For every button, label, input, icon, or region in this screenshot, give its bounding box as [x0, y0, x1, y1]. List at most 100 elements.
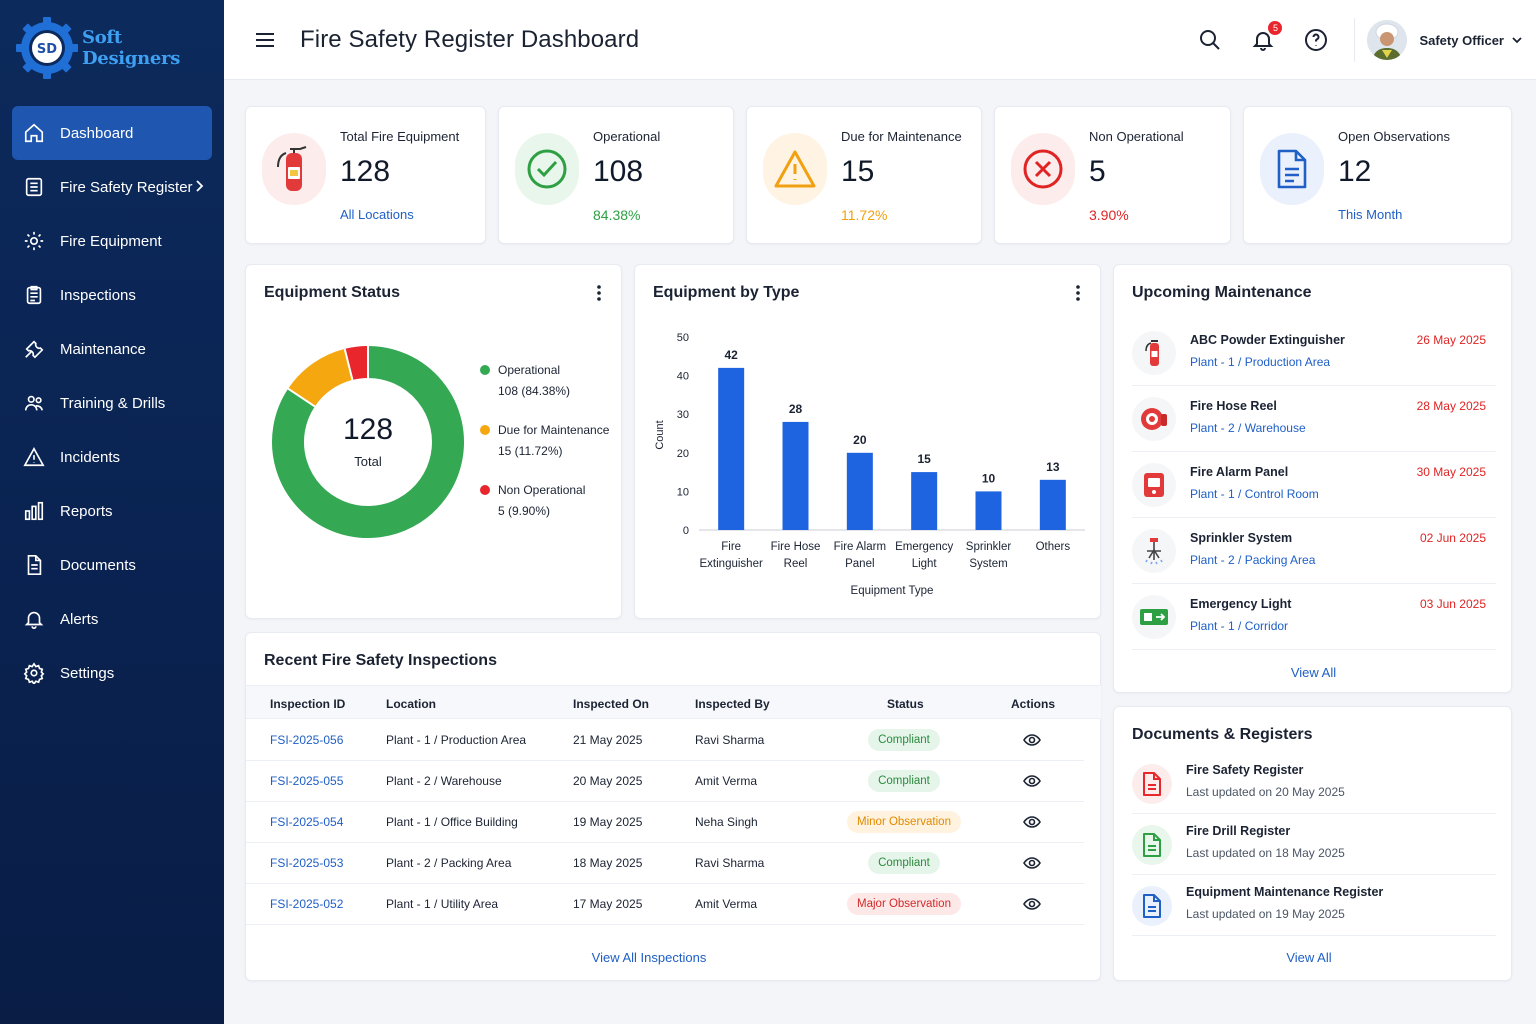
x-tick-label: Emergency: [895, 541, 953, 553]
kpi-card-open-observations[interactable]: Open Observations 12 This Month: [1243, 106, 1512, 244]
donut-separator: [343, 348, 354, 381]
bar-5[interactable]: [1039, 479, 1066, 530]
inspection-id-link[interactable]: FSI-2025-055: [270, 774, 344, 788]
column-header[interactable]: Inspected By: [695, 697, 770, 711]
sidebar-item-alerts[interactable]: Alerts: [12, 592, 212, 646]
inspection-location: Plant - 1 / Utility Area: [386, 897, 499, 911]
sidebar-item-label: Dashboard: [60, 124, 134, 142]
donut-slice-2[interactable]: [344, 346, 369, 381]
document-item[interactable]: Equipment Maintenance Register Last upda…: [1132, 875, 1496, 936]
view-eye-icon[interactable]: [1023, 732, 1041, 748]
y-tick-label: 40: [677, 371, 689, 383]
sidebar-item-label: Incidents: [60, 448, 121, 466]
search-icon[interactable]: [1195, 25, 1225, 55]
view-eye-icon[interactable]: [1023, 773, 1041, 789]
kpi-value: 12: [1338, 155, 1372, 188]
bar-value-label: 13: [1046, 460, 1060, 474]
kpi-subtext[interactable]: All Locations: [340, 207, 414, 222]
brand[interactable]: SD Soft Designers: [0, 0, 224, 96]
x-tick-label: Others: [1036, 541, 1071, 553]
sidebar-item-training-drills[interactable]: Training & Drills: [12, 376, 212, 430]
kpi-card-total-equipment[interactable]: Total Fire Equipment 128 All Locations: [245, 106, 486, 244]
clipboard-icon: [22, 283, 46, 307]
bar-0[interactable]: [718, 367, 745, 530]
warning-icon: [22, 445, 46, 469]
inspection-date: 21 May 2025: [573, 733, 643, 747]
column-header[interactable]: Inspection ID: [270, 697, 346, 711]
donut-slice-0[interactable]: [272, 346, 464, 538]
upcoming-maintenance-card: Upcoming Maintenance ABC Powder Extingui…: [1113, 264, 1512, 693]
y-tick-label: 0: [683, 525, 689, 537]
column-header[interactable]: Inspected On: [573, 697, 650, 711]
view-eye-icon[interactable]: [1023, 855, 1041, 871]
view-all-maintenance-link[interactable]: View All: [1290, 665, 1337, 680]
top-header: Fire Safety Register Dashboard 5 Safety …: [224, 0, 1536, 80]
kpi-label: Operational: [593, 129, 661, 144]
kpi-card-operational[interactable]: Operational 108 84.38%: [498, 106, 734, 244]
table-row: FSI-2025-056 Plant - 1 / Production Area…: [246, 720, 1084, 761]
kpi-card-due-maintenance[interactable]: Due for Maintenance 15 11.72%: [746, 106, 982, 244]
legend-name: Operational: [498, 363, 561, 377]
bar-3[interactable]: [911, 472, 938, 530]
settings-icon: [22, 661, 46, 685]
blue-document-icon: [1132, 886, 1172, 926]
view-all-documents-link[interactable]: View All: [1286, 950, 1332, 965]
sidebar-item-inspections[interactable]: Inspections: [12, 268, 212, 322]
inspection-id-link[interactable]: FSI-2025-053: [270, 856, 344, 870]
avatar[interactable]: [1367, 20, 1408, 60]
bar-1[interactable]: [782, 421, 809, 530]
document-name: Equipment Maintenance Register: [1186, 885, 1384, 899]
sidebar-item-label: Fire Equipment: [60, 232, 162, 250]
bar-4[interactable]: [975, 491, 1002, 530]
sidebar-item-fire-equipment[interactable]: Fire Equipment: [12, 214, 212, 268]
donut-slice-1[interactable]: [288, 348, 354, 408]
chevron-down-icon[interactable]: [1512, 31, 1522, 49]
maintenance-item[interactable]: Emergency Light Plant - 1 / Corridor 03 …: [1132, 584, 1496, 650]
exit-sign-icon: [1132, 595, 1176, 639]
more-options-icon[interactable]: [1074, 283, 1082, 303]
help-icon[interactable]: [1301, 25, 1331, 55]
maintenance-location: Plant - 2 / Packing Area: [1190, 553, 1316, 567]
document-updated: Last updated on 18 May 2025: [1186, 846, 1345, 860]
maintenance-item[interactable]: Fire Alarm Panel Plant - 1 / Control Roo…: [1132, 452, 1496, 518]
x-circle-icon: [1011, 133, 1075, 205]
status-badge: Compliant: [868, 770, 940, 792]
bar-2[interactable]: [846, 452, 873, 530]
kpi-card-non-operational[interactable]: Non Operational 5 3.90%: [994, 106, 1231, 244]
column-header[interactable]: Location: [386, 697, 436, 711]
user-name[interactable]: Safety Officer: [1419, 32, 1504, 48]
sidebar-item-fire-safety-register[interactable]: Fire Safety Register: [12, 160, 212, 214]
maintenance-item[interactable]: Fire Hose Reel Plant - 2 / Warehouse 28 …: [1132, 386, 1496, 452]
maintenance-item[interactable]: Sprinkler System Plant - 2 / Packing Are…: [1132, 518, 1496, 584]
users-icon: [22, 391, 46, 415]
inspection-id-link[interactable]: FSI-2025-056: [270, 733, 344, 747]
bar-value-label: 15: [917, 452, 931, 466]
sidebar-item-settings[interactable]: Settings: [12, 646, 212, 700]
document-item[interactable]: Fire Safety Register Last updated on 20 …: [1132, 753, 1496, 814]
status-badge: Major Observation: [847, 893, 961, 915]
sidebar-item-incidents[interactable]: Incidents: [12, 430, 212, 484]
view-eye-icon[interactable]: [1023, 896, 1041, 912]
header-divider: [1354, 18, 1356, 62]
more-options-icon[interactable]: [595, 283, 603, 303]
kpi-value: 5: [1089, 155, 1106, 188]
document-item[interactable]: Fire Drill Register Last updated on 18 M…: [1132, 814, 1496, 875]
home-icon: [22, 121, 46, 145]
kpi-subtext[interactable]: This Month: [1338, 207, 1403, 222]
sidebar-item-label: Inspections: [60, 286, 136, 304]
inspection-id-link[interactable]: FSI-2025-054: [270, 815, 344, 829]
inspection-id-link[interactable]: FSI-2025-052: [270, 897, 344, 911]
column-header[interactable]: Status: [887, 697, 924, 711]
sidebar-item-documents[interactable]: Documents: [12, 538, 212, 592]
sidebar-item-dashboard[interactable]: Dashboard: [12, 106, 212, 160]
maintenance-item[interactable]: ABC Powder Extinguisher Plant - 1 / Prod…: [1132, 320, 1496, 386]
bell-icon: [22, 607, 46, 631]
sidebar-item-reports[interactable]: Reports: [12, 484, 212, 538]
view-all-inspections-link[interactable]: View All Inspections: [591, 950, 707, 965]
menu-icon[interactable]: [254, 29, 276, 51]
view-eye-icon[interactable]: [1023, 814, 1041, 830]
sidebar-item-maintenance[interactable]: Maintenance: [12, 322, 212, 376]
brand-name: Soft Designers: [82, 27, 181, 69]
file-icon: [1260, 133, 1324, 205]
notification-bell-icon[interactable]: 5: [1248, 21, 1283, 55]
